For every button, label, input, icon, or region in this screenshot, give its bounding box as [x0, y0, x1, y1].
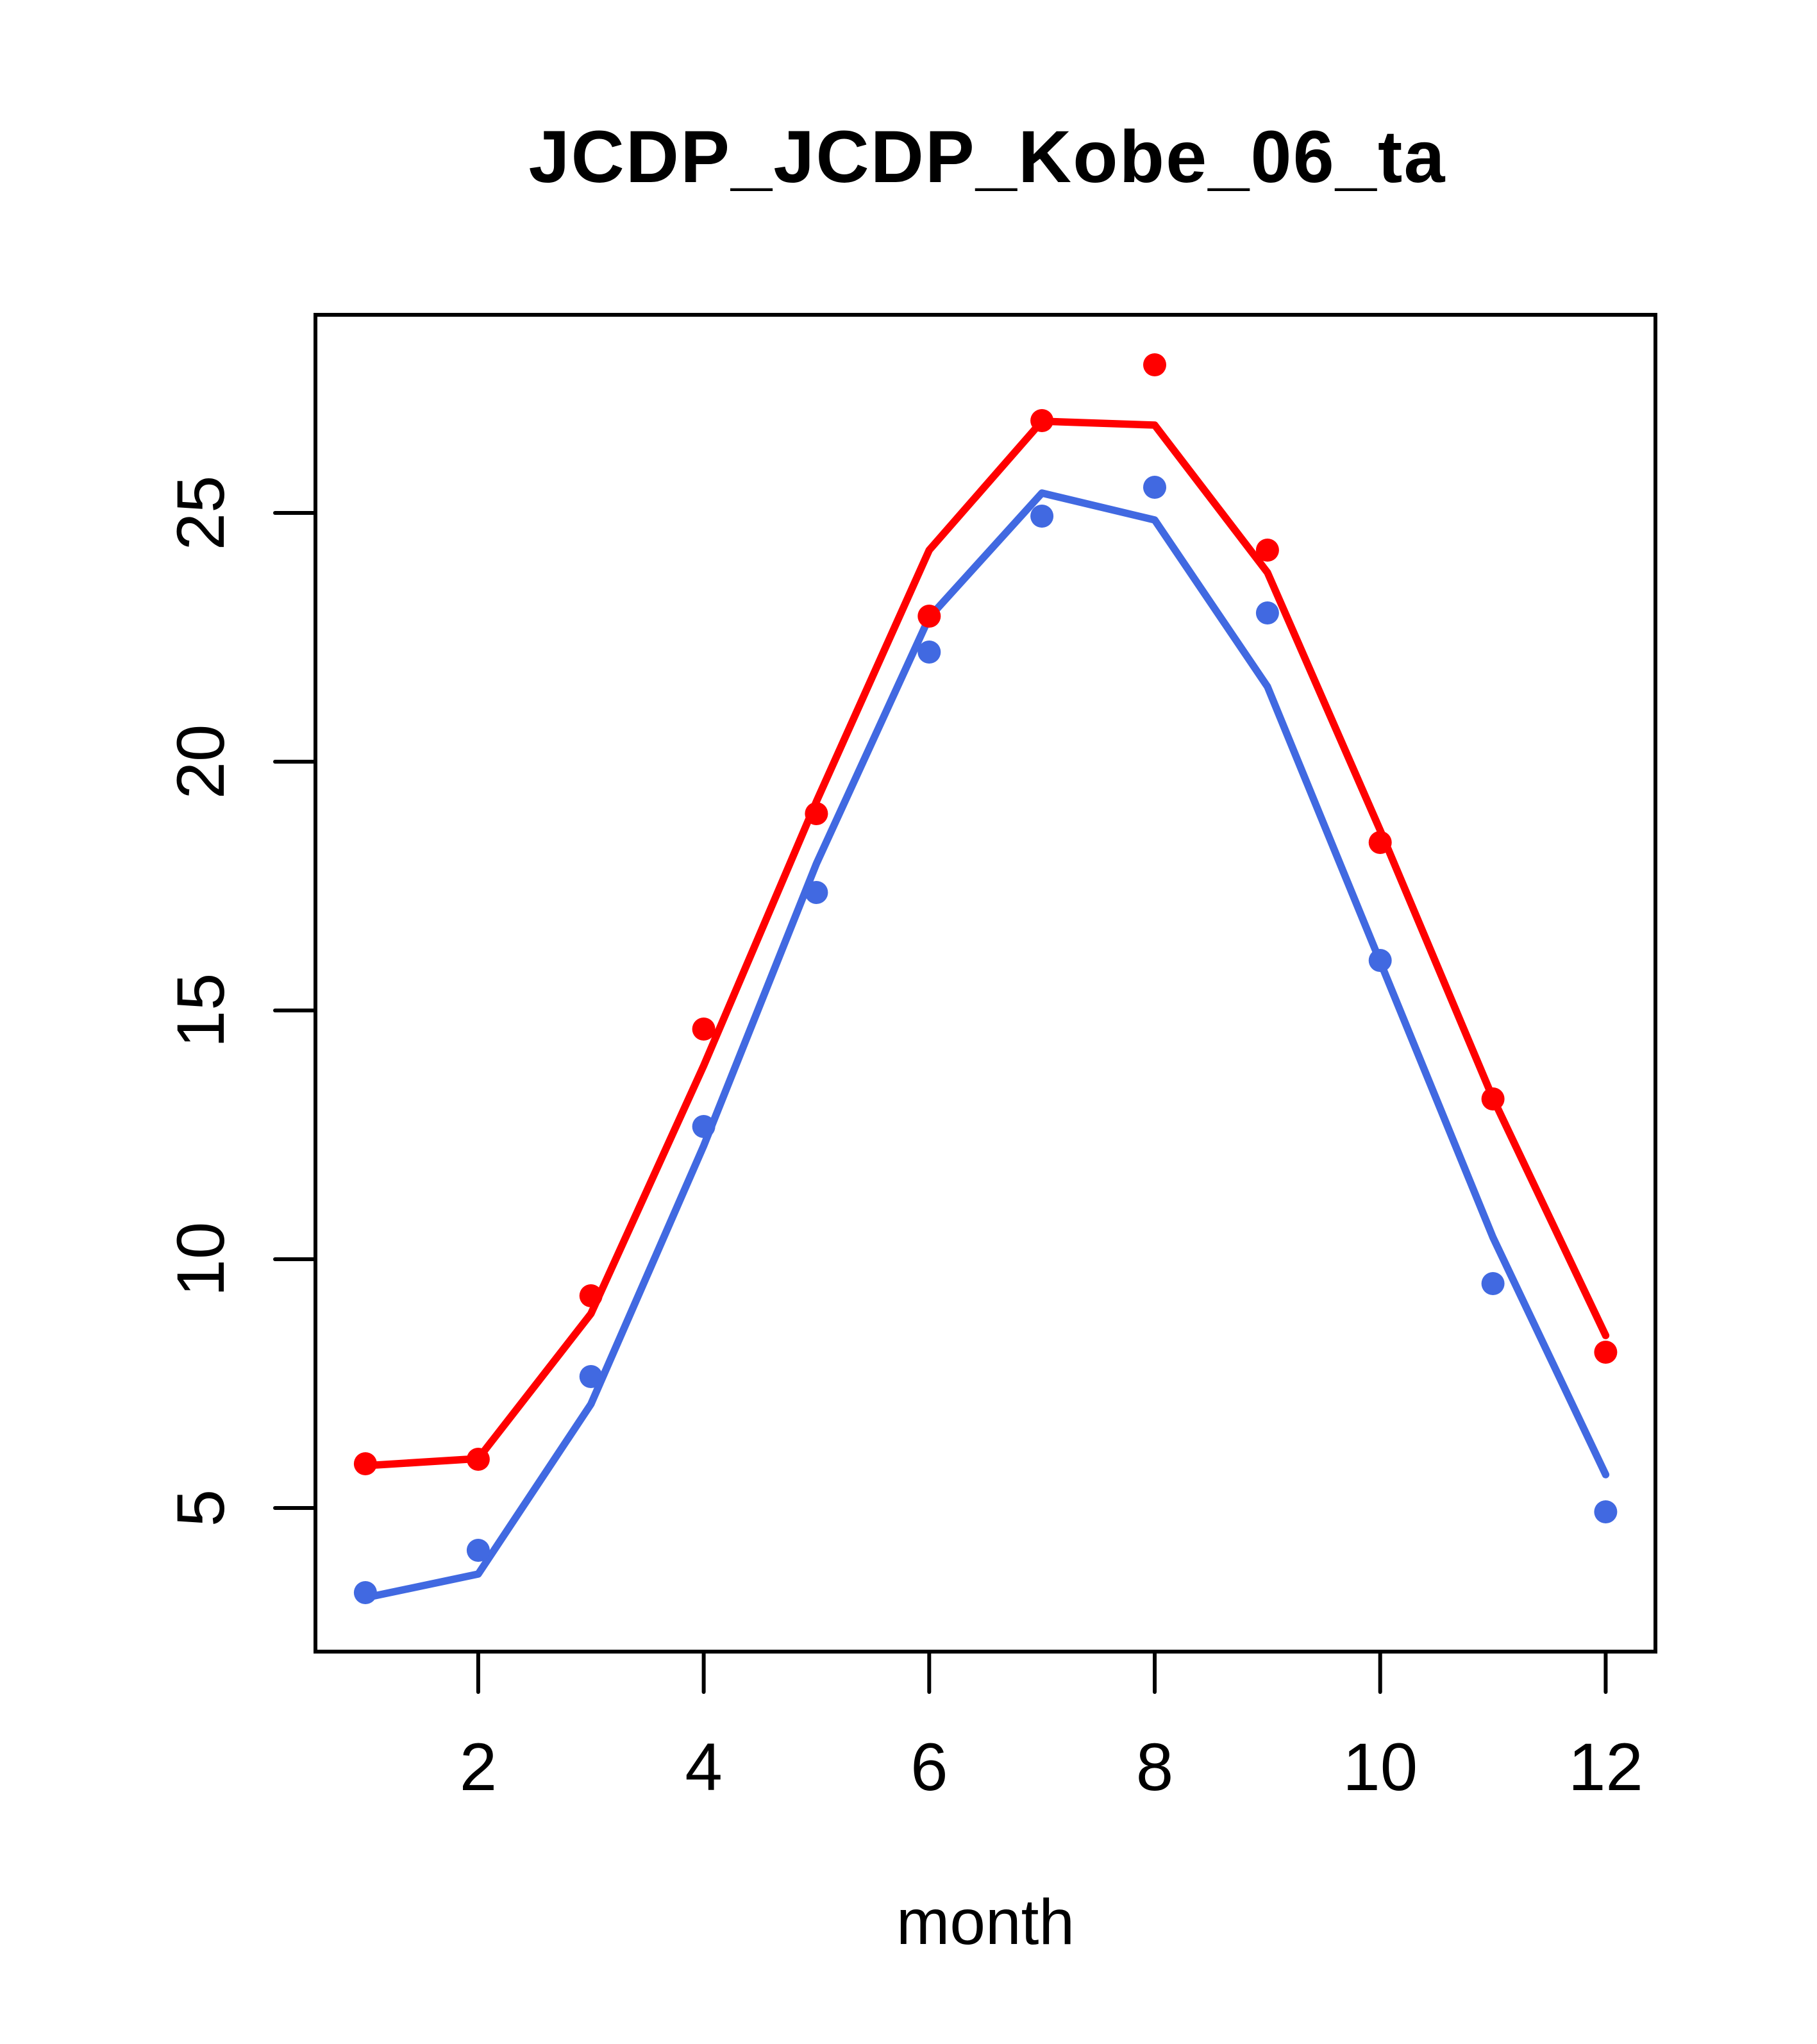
svg-text:15: 15	[163, 973, 239, 1048]
svg-text:10: 10	[1343, 1730, 1418, 1805]
svg-text:6: 6	[910, 1730, 948, 1805]
svg-text:10: 10	[163, 1222, 239, 1297]
svg-text:2: 2	[460, 1730, 497, 1805]
svg-text:12: 12	[1568, 1730, 1643, 1805]
svg-text:20: 20	[163, 725, 239, 800]
svg-text:4: 4	[685, 1730, 722, 1805]
svg-text:5: 5	[163, 1489, 239, 1527]
svg-text:8: 8	[1136, 1730, 1173, 1805]
svg-text:month: month	[896, 1886, 1075, 1958]
svg-text:JCDP_JCDP_Kobe_06_ta: JCDP_JCDP_Kobe_06_ta	[529, 116, 1446, 198]
svg-text:25: 25	[163, 476, 239, 551]
